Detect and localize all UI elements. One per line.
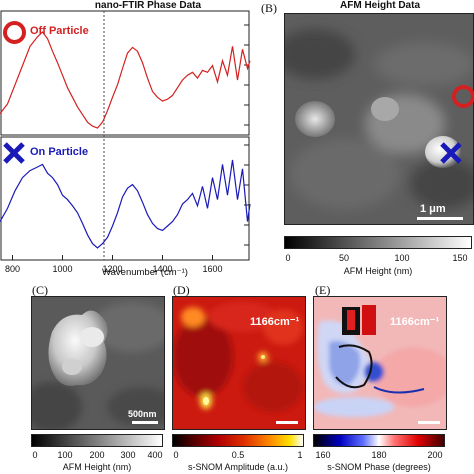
panel-e-cbar-label: s-SNOM Phase (degrees) bbox=[327, 462, 431, 472]
cbar-tick: 0.5 bbox=[231, 450, 245, 460]
off-particle-circle-icon bbox=[3, 21, 26, 44]
cbar-tick: 0 bbox=[173, 450, 179, 460]
panel-b-colorbar bbox=[284, 236, 472, 249]
panel-e-colorbar bbox=[313, 434, 445, 447]
off-particle-marker-icon bbox=[452, 85, 474, 108]
cbar-tick: 160 bbox=[315, 450, 331, 460]
panel-c-colorbar bbox=[31, 434, 163, 447]
panel-d-wavenumber: 1166cm⁻¹ bbox=[250, 316, 300, 328]
cbar-tick: 200 bbox=[427, 450, 443, 460]
cbar-tick: 300 bbox=[120, 450, 136, 460]
panel-d-letter: (D) bbox=[173, 283, 190, 297]
off-particle-label: Off Particle bbox=[30, 25, 89, 37]
top-plot-frame bbox=[0, 10, 250, 136]
bottom-plot-frame bbox=[0, 136, 250, 261]
panel-c-cbar-label: AFM Height (nm) bbox=[62, 462, 132, 472]
x-tick-label: 800 bbox=[5, 264, 20, 274]
series-line-0 bbox=[0, 31, 251, 129]
panel-e-wavenumber: 1166cm⁻¹ bbox=[390, 316, 440, 328]
panel-c-colorbar-ticks: 0 100 200 300 400 bbox=[31, 450, 163, 462]
x-tick-label: 1000 bbox=[52, 264, 72, 274]
x-tick-label: 1600 bbox=[202, 264, 222, 274]
panel-b-letter: (B) bbox=[261, 1, 277, 15]
panel-d-cbar-label: s-SNOM Amplitude (a.u.) bbox=[187, 462, 289, 472]
cbar-tick: 150 bbox=[452, 253, 468, 263]
panel-b-scalebar bbox=[417, 217, 463, 220]
snom-amplitude-image bbox=[172, 296, 306, 430]
cbar-tick: 100 bbox=[57, 450, 73, 460]
cbar-tick: 180 bbox=[371, 450, 387, 460]
panel-b-scalebar-label: 1 μm bbox=[420, 203, 446, 215]
cbar-tick: 200 bbox=[89, 450, 105, 460]
panel-d-colorbar bbox=[172, 434, 304, 447]
panel-b-cbar-label: AFM Height (nm) bbox=[343, 266, 413, 276]
panel-d-scalebar bbox=[276, 421, 298, 424]
ftir-chart: 800 1000 1200 1400 1600 bbox=[0, 10, 251, 274]
afm-height-image bbox=[284, 13, 474, 225]
panel-b-colorbar-ticks: 0 50 100 150 bbox=[284, 253, 472, 265]
cbar-tick: 400 bbox=[147, 450, 163, 460]
panel-b-title: AFM Height Data bbox=[340, 0, 420, 11]
snom-phase-image bbox=[313, 296, 447, 430]
x-axis-label: Wavenumber (cm⁻¹) bbox=[102, 267, 188, 278]
cbar-tick: 0 bbox=[285, 253, 291, 263]
panel-d-colorbar-ticks: 0 0.5 1 bbox=[172, 450, 304, 462]
on-particle-label: On Particle bbox=[30, 146, 89, 158]
cbar-tick: 0 bbox=[32, 450, 38, 460]
series-line-1 bbox=[0, 159, 251, 249]
on-particle-x-icon bbox=[2, 141, 26, 165]
panel-e-colorbar-ticks: 160 180 200 bbox=[313, 450, 445, 462]
panel-c-scalebar bbox=[132, 421, 158, 424]
cbar-tick: 1 bbox=[297, 450, 303, 460]
panel-e-letter: (E) bbox=[315, 283, 331, 297]
panel-e-scalebar bbox=[418, 421, 440, 424]
cbar-tick: 50 bbox=[338, 253, 350, 263]
panel-c-letter: (C) bbox=[32, 283, 48, 297]
panel-c-scalebar-label: 500nm bbox=[128, 409, 157, 419]
x-tick-label: 1200 bbox=[102, 264, 122, 274]
afm-height-zoom-image bbox=[31, 296, 165, 430]
panel-a-title: nano-FTIR Phase Data bbox=[94, 0, 202, 11]
on-particle-marker-icon bbox=[439, 141, 463, 165]
x-tick-label: 1400 bbox=[152, 264, 172, 274]
cbar-tick: 100 bbox=[394, 253, 410, 263]
